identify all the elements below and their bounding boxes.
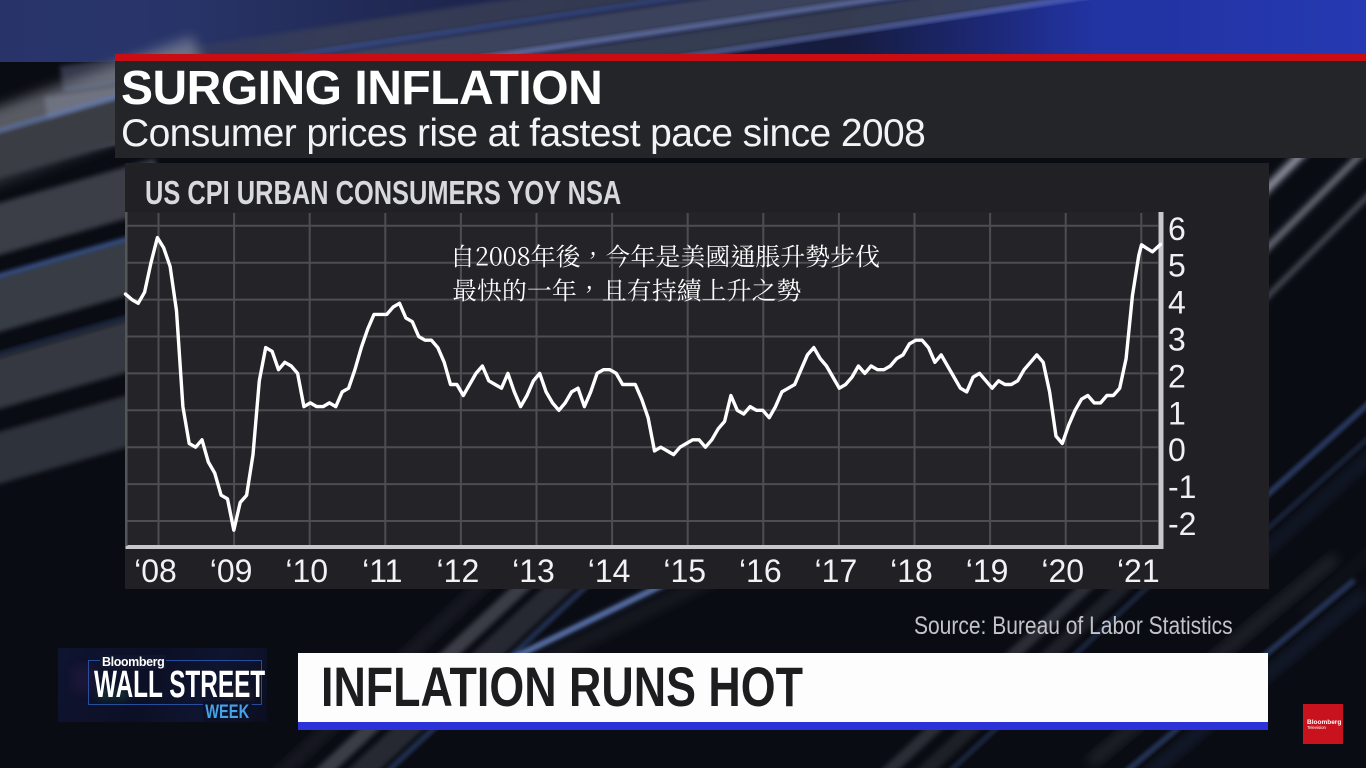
svg-text:-1: -1 <box>1168 469 1196 505</box>
svg-text:4: 4 <box>1168 285 1186 321</box>
svg-text:‘18: ‘18 <box>890 553 933 589</box>
svg-text:‘09: ‘09 <box>210 553 253 589</box>
svg-text:6: 6 <box>1168 211 1186 247</box>
svg-text:‘17: ‘17 <box>815 553 858 589</box>
svg-text:‘11: ‘11 <box>362 553 402 589</box>
svg-text:‘21: ‘21 <box>1117 553 1160 589</box>
svg-text:1: 1 <box>1168 395 1186 431</box>
svg-text:‘15: ‘15 <box>663 553 706 589</box>
svg-text:‘16: ‘16 <box>739 553 782 589</box>
svg-text:‘08: ‘08 <box>134 553 177 589</box>
svg-text:-2: -2 <box>1168 506 1196 542</box>
svg-text:3: 3 <box>1168 322 1186 358</box>
svg-text:0: 0 <box>1168 432 1186 468</box>
svg-text:‘20: ‘20 <box>1041 553 1084 589</box>
svg-text:‘14: ‘14 <box>588 553 631 589</box>
svg-text:2: 2 <box>1168 358 1186 394</box>
svg-text:‘19: ‘19 <box>966 553 1009 589</box>
svg-text:‘12: ‘12 <box>437 553 480 589</box>
svg-text:‘10: ‘10 <box>285 553 328 589</box>
svg-text:‘13: ‘13 <box>512 553 555 589</box>
svg-text:5: 5 <box>1168 248 1186 284</box>
